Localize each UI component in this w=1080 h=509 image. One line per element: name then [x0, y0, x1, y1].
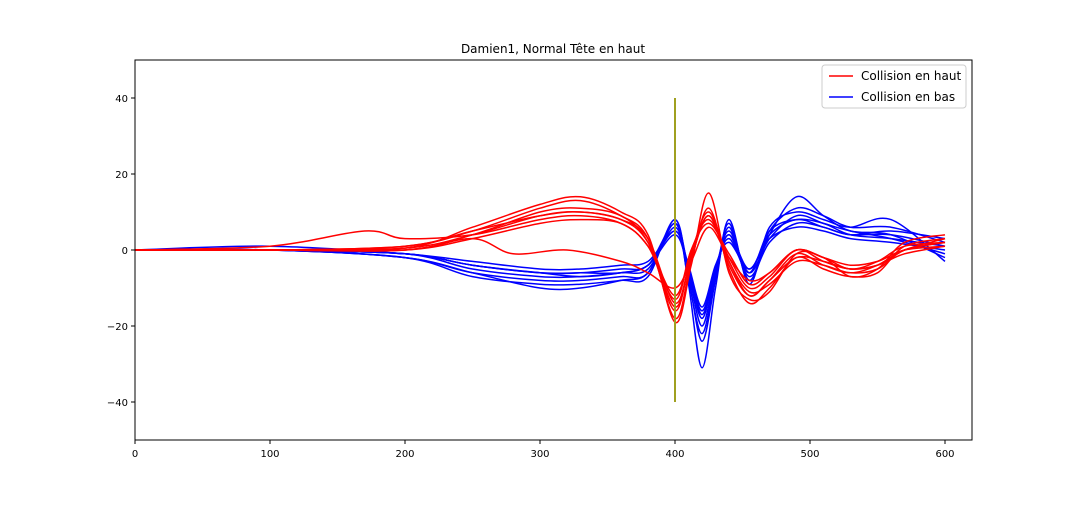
x-tick-label: 200 — [395, 449, 414, 460]
x-tick-label: 500 — [800, 449, 819, 460]
y-tick-label: 0 — [122, 246, 128, 257]
legend: Collision en haut Collision en bas — [821, 64, 967, 109]
x-tick-label: 0 — [132, 449, 138, 460]
y-tick-label: −40 — [107, 398, 128, 409]
y-tick-label: −20 — [107, 322, 128, 333]
axes: 0 100 200 300 400 500 600 −40 −20 0 20 40 — [107, 94, 955, 460]
y-tick-label: 40 — [115, 94, 128, 105]
y-tick-label: 20 — [115, 170, 128, 181]
series-line-collision-en-bas-12 — [134, 211, 946, 369]
legend-box — [821, 64, 967, 109]
legend-label-collision-en-haut: Collision en haut — [861, 69, 961, 83]
series-line-collision-en-haut-8 — [134, 226, 946, 289]
x-tick-label: 300 — [530, 449, 549, 460]
legend-label-collision-en-bas: Collision en bas — [861, 90, 955, 104]
plot-area — [134, 98, 946, 402]
x-tick-label: 100 — [260, 449, 279, 460]
x-tick-label: 600 — [935, 449, 954, 460]
x-tick-label: 400 — [665, 449, 684, 460]
chart-title: Damien1, Normal Tête en haut — [461, 42, 645, 56]
